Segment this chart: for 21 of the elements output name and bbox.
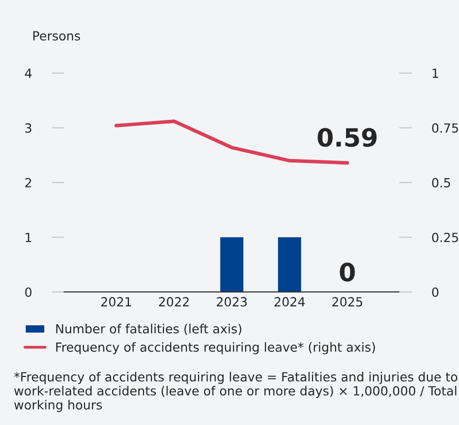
x-tick-label: 2023 — [216, 297, 247, 307]
legend-label: Number of fatalities (left axis) — [56, 324, 242, 335]
y2-tick-label: 0.5 — [432, 178, 450, 188]
data-label: 0.59 — [318, 128, 377, 147]
y2-tick-label: 0.75 — [432, 123, 458, 133]
y2-tick-label: 1 — [432, 68, 438, 78]
x-tick-label: 2022 — [159, 297, 189, 307]
y-tick-label: 2 — [25, 178, 32, 188]
y-tick-label: 1 — [26, 232, 32, 242]
data-label: 0 — [340, 262, 355, 282]
y2-tick-label: 0 — [432, 287, 438, 297]
x-tick-label: 2024 — [274, 297, 305, 307]
x-tick-label: 2025 — [332, 297, 362, 307]
y2-tick-label: 0.25 — [432, 232, 458, 242]
x-tick-label: 2021 — [101, 297, 132, 307]
text: *Frequency of accidents requiring leave = Fatalities and injuries due to work-related accidents (leave of one or more days) × 1,000,000 / Total working hours — [14, 372, 458, 412]
y-tick-label: 4 — [24, 68, 32, 78]
legend-label: Frequency of accidents requiring leave* (right axis) — [56, 342, 375, 354]
y-tick-label: 0 — [25, 287, 32, 297]
y-axis-title: Persons — [33, 31, 80, 41]
y-tick-label: 3 — [25, 123, 32, 133]
